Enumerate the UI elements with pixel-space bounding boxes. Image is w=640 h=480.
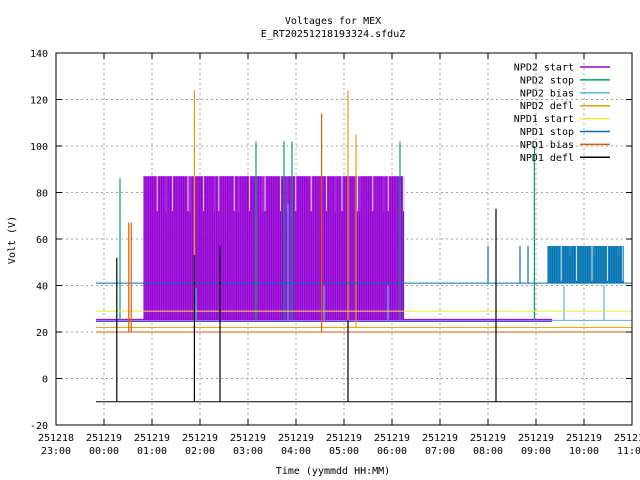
y-tick-label: 140 <box>30 49 48 60</box>
x-tick-label-date: 251219 <box>374 433 410 444</box>
series-npd1-stop <box>96 245 632 284</box>
x-tick-label-date: 251219 <box>470 433 506 444</box>
legend-label: NPD1 start <box>514 114 574 125</box>
x-tick-label-time: 03:00 <box>233 446 263 457</box>
series-npd2-bias <box>96 204 632 321</box>
legend-label: NPD2 start <box>514 63 574 74</box>
legend-label: NPD2 bias <box>520 88 574 99</box>
x-tick-label-time: 06:00 <box>377 446 407 457</box>
y-tick-label: -20 <box>30 421 48 432</box>
x-tick-label-time: 04:00 <box>281 446 311 457</box>
axes: -20 0 20 40 60 80 100 120 140 251218 23:00 251219 00… <box>30 49 640 457</box>
x-tick-label-date: 251219 <box>230 433 266 444</box>
x-tick-label-date: 251219 <box>134 433 170 444</box>
x-tick-label-time: 07:00 <box>425 446 455 457</box>
y-tick-label: 40 <box>36 282 48 293</box>
x-tick-label-time: 00:00 <box>89 446 119 457</box>
y-tick-label: 20 <box>36 328 48 339</box>
plot-border <box>55 52 633 426</box>
x-tick-label-time: 23:00 <box>41 446 71 457</box>
legend-label: NPD1 bias <box>520 140 574 151</box>
chart-subtitle: E_RT20251218193324.sfduZ <box>261 29 406 40</box>
y-tick-label: 100 <box>30 142 48 153</box>
x-tick-label-time: 01:00 <box>137 446 167 457</box>
y-tick-label: 80 <box>36 189 48 200</box>
x-tick-label-time: 09:00 <box>521 446 551 457</box>
x-tick-label-time: 10:00 <box>569 446 599 457</box>
y-axis-label: Volt (V) <box>7 216 18 264</box>
x-tick-label-time: 05:00 <box>329 446 359 457</box>
legend-label: NPD1 stop <box>520 127 574 138</box>
series-npd2-stop <box>119 141 536 321</box>
x-tick-label-time: 11:00 <box>617 446 640 457</box>
x-tick-label-date: 251219 <box>614 433 640 444</box>
x-axis-label: Time (yymmdd HH:MM) <box>276 466 390 477</box>
series-npd1-bias <box>96 113 632 333</box>
x-tick-label-date: 251219 <box>566 433 602 444</box>
x-tick-label-date: 251219 <box>518 433 554 444</box>
x-tick-label-date: 251219 <box>422 433 458 444</box>
series-npd1-defl <box>96 208 632 403</box>
y-tick-label: 60 <box>36 235 48 246</box>
legend-label: NPD1 defl <box>520 153 574 164</box>
chart-title: Voltages for MEX <box>285 16 381 27</box>
x-tick-label-date: 251219 <box>86 433 122 444</box>
legend-label: NPD2 stop <box>520 75 574 86</box>
y-tick-label: 120 <box>30 96 48 107</box>
x-tick-label-time: 08:00 <box>473 446 503 457</box>
x-tick-label-date: 251219 <box>326 433 362 444</box>
x-tick-label-date: 251219 <box>278 433 314 444</box>
series-npd2-start <box>96 176 552 322</box>
y-tick-label: 0 <box>42 375 48 386</box>
x-tick-label-date: 251218 <box>38 433 74 444</box>
legend-label: NPD2 defl <box>520 101 574 112</box>
x-tick-label-date: 251219 <box>182 433 218 444</box>
data-layer <box>96 90 632 403</box>
x-tick-label-time: 02:00 <box>185 446 215 457</box>
